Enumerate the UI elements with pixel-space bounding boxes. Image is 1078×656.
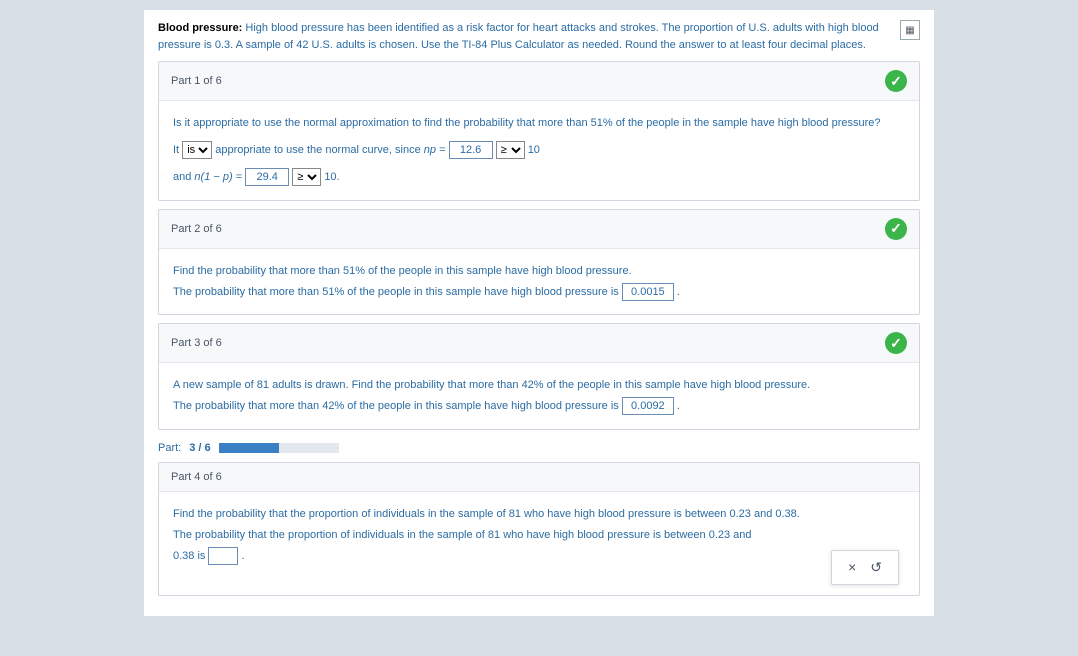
progress-bar: [219, 443, 339, 453]
p2-l2b: of the people in this sample have high b…: [344, 286, 622, 298]
part-4-card: Part 4 of 6 Find the probability that th…: [158, 462, 920, 596]
action-toolbar: × ↺: [831, 550, 899, 585]
p1-it: It: [173, 144, 179, 156]
p3-pct: 42%: [522, 379, 544, 391]
intro-n: 42: [296, 39, 308, 51]
p1-approp: appropriate to use the normal curve, sin…: [215, 144, 424, 156]
p3-answer[interactable]: [622, 397, 674, 415]
part-3-body: A new sample of 81 adults is drawn. Find…: [159, 363, 919, 429]
part-1-body: Is it appropriate to use the normal appr…: [159, 101, 919, 200]
calculator-icon[interactable]: ▦: [900, 20, 920, 40]
part-2-card: Part 2 of 6 ✓ Find the probability that …: [158, 209, 920, 316]
progress-fill: [219, 443, 279, 453]
p3-l2b: of the people in this sample have high b…: [344, 400, 622, 412]
ten2: 10.: [324, 171, 339, 183]
eq2: =: [236, 171, 245, 183]
intro-prop: 0.3: [215, 39, 230, 51]
part-3-card: Part 3 of 6 ✓ A new sample of 81 adults …: [158, 323, 920, 430]
p2-l1a: Find the probability that more than: [173, 265, 343, 277]
ge-select-1[interactable]: ≥: [496, 141, 525, 159]
np-label: np: [424, 144, 436, 156]
progress-label: Part:: [158, 442, 181, 454]
p2-l2a: The probability that more than: [173, 286, 322, 298]
p4-hi: 0.38: [775, 508, 796, 520]
check-icon: ✓: [885, 218, 907, 240]
reset-button[interactable]: ↺: [870, 559, 882, 576]
p1-q: Is it appropriate to use the normal appr…: [173, 117, 591, 129]
nq-input[interactable]: [245, 168, 289, 186]
p1-pct: 51%: [591, 117, 613, 129]
part-1-head: Part 1 of 6 ✓: [159, 62, 919, 101]
part-1-title: Part 1 of 6: [171, 75, 222, 87]
p3-l2a: The probability that more than: [173, 400, 322, 412]
calc-glyph: ▦: [905, 25, 914, 36]
check-icon: ✓: [885, 70, 907, 92]
check-glyph: ✓: [890, 73, 902, 90]
page-container: ▦ Blood pressure: High blood pressure ha…: [144, 10, 934, 616]
part-2-head: Part 2 of 6 ✓: [159, 210, 919, 249]
intro-t2: . A sample of: [230, 39, 296, 51]
intro-t3: U.S. adults is chosen. Use the TI-84 Plu…: [308, 39, 865, 51]
p1-q2: of the people in the sample have high bl…: [613, 117, 881, 129]
p4-l1b: who have high blood pressure is between: [521, 508, 730, 520]
p4-l1a: Find the probability that the proportion…: [173, 508, 509, 520]
problem-intro: Blood pressure: High blood pressure has …: [158, 20, 920, 53]
p4-n2: 81: [488, 529, 500, 541]
p4-and2: and: [730, 529, 751, 541]
part-1-card: Part 1 of 6 ✓ Is it appropriate to use t…: [158, 61, 920, 201]
p2-l1b: of the people in this sample have high b…: [365, 265, 632, 277]
p4-lo2: 0.23: [709, 529, 730, 541]
p2-pct2: 51%: [322, 286, 344, 298]
p4-answer[interactable]: [208, 547, 238, 565]
p2-answer[interactable]: [622, 283, 674, 301]
part-2-title: Part 2 of 6: [171, 223, 222, 235]
p4-lo: 0.23: [729, 508, 750, 520]
nq-label: n(1 − p): [194, 171, 232, 183]
part-4-body: Find the probability that the proportion…: [159, 492, 919, 595]
p3-l1b: adults is drawn. Find the probability th…: [269, 379, 522, 391]
check-icon: ✓: [885, 332, 907, 354]
ten1: 10: [528, 144, 540, 156]
part-4-head: Part 4 of 6: [159, 463, 919, 492]
p4-and: and: [751, 508, 775, 520]
p4-n: 81: [509, 508, 521, 520]
p3-l1c: of the people in this sample have high b…: [544, 379, 811, 391]
and-label: and: [173, 171, 194, 183]
intro-bold: Blood pressure:: [158, 22, 242, 34]
check-glyph: ✓: [890, 335, 902, 352]
check-glyph: ✓: [890, 220, 902, 237]
progress-value: 3 / 6: [189, 442, 210, 454]
p3-n: 81: [257, 379, 269, 391]
part-4-title: Part 4 of 6: [171, 471, 222, 483]
p4-l2a: The probability that the proportion of i…: [173, 529, 488, 541]
eq1: =: [439, 144, 448, 156]
p4-l2b: who have high blood pressure is between: [500, 529, 709, 541]
is-select[interactable]: is: [182, 141, 212, 159]
clear-button[interactable]: ×: [848, 559, 856, 576]
p4-is: is: [194, 550, 208, 562]
progress-row: Part: 3 / 6: [158, 442, 920, 454]
p2-pct: 51%: [343, 265, 365, 277]
np-input[interactable]: [449, 141, 493, 159]
part-3-head: Part 3 of 6 ✓: [159, 324, 919, 363]
p4-hi2: 0.38: [173, 550, 194, 562]
p3-pct2: 42%: [322, 400, 344, 412]
part-3-title: Part 3 of 6: [171, 337, 222, 349]
part-2-body: Find the probability that more than 51% …: [159, 249, 919, 315]
ge-select-2[interactable]: ≥: [292, 168, 321, 186]
p3-l1a: A new sample of: [173, 379, 257, 391]
